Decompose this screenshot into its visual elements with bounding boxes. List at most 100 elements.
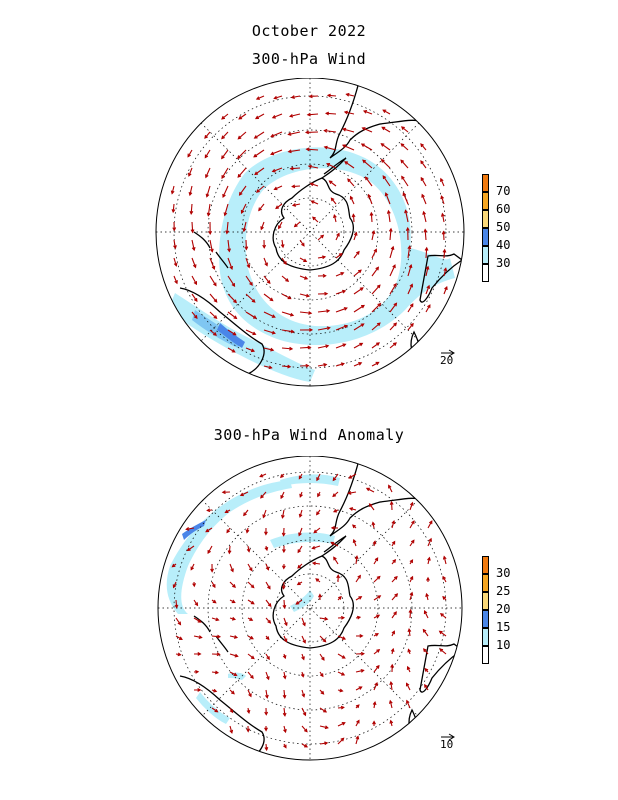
graticule [156, 78, 464, 386]
wind-vector-arrowhead [265, 566, 270, 571]
wind-vector-arrow [265, 581, 271, 589]
wind-vector-arrowhead [243, 512, 247, 517]
wind-vector-arrowhead [303, 728, 308, 733]
wind-vector-arrowhead [355, 735, 360, 740]
wind-vector-arrow [371, 361, 379, 367]
wind-vector-arrowhead [283, 729, 287, 734]
wind-vector-arrowhead [231, 616, 237, 621]
wind-vector-arrowhead [313, 529, 318, 534]
wind-vector-arrow [299, 346, 311, 349]
wind-vector-arrowhead [283, 261, 287, 266]
wind-vector-arrowhead [355, 704, 360, 709]
wind-vector-arrowhead [426, 576, 430, 581]
wind-vector-arrowhead [360, 323, 365, 327]
wind-vector-arrowhead [393, 322, 398, 327]
wind-vector-arrowhead [342, 289, 347, 294]
wind-vector-arrow [237, 131, 247, 140]
wind-vector-arrow [175, 617, 181, 625]
wind-vector-arrowhead [260, 494, 264, 499]
wind-vector-arrowhead [197, 688, 202, 692]
wind-vector-arrowhead [213, 332, 217, 336]
wind-vector-arrow [245, 329, 256, 335]
wind-vector-arrow [239, 185, 247, 196]
wind-vector-arrow [227, 329, 236, 336]
wind-vector-arrowhead [442, 248, 447, 253]
wind-vector-arrow [353, 232, 357, 241]
wind-vector-arrowhead [428, 520, 433, 525]
wind-vector-arrow [209, 311, 217, 319]
wind-vector-arrowhead [388, 484, 392, 489]
wind-vector-arrow [335, 290, 346, 295]
wind-vector-arrow [299, 311, 312, 314]
wind-vector-arrowhead [231, 349, 236, 353]
wind-vector-arrowhead [280, 474, 284, 479]
wind-vector-arrowhead [343, 324, 349, 329]
wind-vector-arrow [258, 203, 265, 211]
wind-vector-arrow [263, 275, 271, 284]
reference-vector-label: 20 [440, 354, 454, 367]
wind-vector-arrowhead [172, 584, 177, 589]
wind-vector-arrowhead [290, 95, 295, 99]
wind-vector-arrowhead [393, 342, 397, 346]
wind-vector-arrowhead [204, 154, 209, 159]
wind-map [155, 78, 465, 387]
wind-vector-arrowhead [409, 303, 414, 308]
wind-vectors [170, 92, 448, 370]
wind-vector-arrowhead [390, 663, 395, 668]
wind-vector-arrow [227, 347, 236, 353]
wind-vector-arrowhead [232, 331, 237, 336]
wind-vector-arrow [299, 275, 308, 280]
wind-vector-arrowhead [209, 248, 214, 253]
wind-vector-arrowhead [264, 531, 268, 536]
wind-vector-arrowhead [210, 568, 214, 573]
wind-vector-arrowhead [270, 133, 275, 138]
wind-vector-arrow [254, 131, 265, 139]
wind-vector-arrowhead [310, 200, 315, 204]
wind-vector-arrow [373, 595, 381, 601]
australia-coast [179, 675, 265, 760]
wind-vector-arrowhead [420, 143, 424, 148]
colorbar-label: 30 [496, 566, 511, 580]
wind-vector-arrow [353, 362, 362, 367]
wind-vector-arrowhead [372, 540, 377, 545]
wind-vector-arrowhead [250, 655, 255, 660]
wind-vector-arrowhead [259, 473, 264, 478]
wind-vector-arrowhead [375, 266, 380, 271]
wind-vector-arrow [361, 143, 373, 151]
wind-vector-arrowhead [380, 143, 385, 147]
wind-vector-arrow [347, 178, 355, 187]
wind-vector-arrow [317, 345, 329, 349]
wind-vector-arrowhead [323, 709, 328, 713]
wind-vector-arrowhead [343, 307, 348, 311]
wind-vector-arrow [409, 592, 413, 601]
wind-vector-arrowhead [204, 134, 208, 139]
wind-vector-arrowhead [424, 667, 429, 672]
wind-vector-arrowhead [376, 284, 381, 289]
wind-vector-arrowhead [244, 246, 249, 251]
wind-vector-arrow [281, 311, 294, 316]
wind-vector-arrowhead [443, 267, 448, 272]
wind-vector-arrow [381, 143, 391, 151]
wind-vector-arrowhead [230, 690, 235, 695]
wind-vector-arrowhead [393, 282, 397, 287]
wind-vector-arrowhead [348, 475, 353, 479]
wind-vector-arrow [205, 167, 211, 178]
wind-vector-arrowhead [316, 477, 320, 482]
anomaly-vectors [171, 473, 447, 752]
wind-vector-arrowhead [191, 246, 196, 252]
wind-vector-arrowhead [226, 529, 231, 534]
wind-vector-arrowhead [360, 668, 365, 673]
wind-vector-arrow [333, 557, 339, 565]
wind-vector-arrowhead [173, 245, 177, 250]
wind-vector-arrowhead [354, 555, 359, 560]
wind-vector-arrowhead [242, 228, 247, 233]
wind-vector-arrow [389, 228, 392, 241]
wind-vector-arrowhead [291, 203, 297, 207]
wind-vector-arrowhead [423, 610, 428, 615]
wind-vector-arrow [245, 311, 257, 319]
wind-vector-arrow [206, 185, 211, 197]
wind-vector-arrowhead [224, 509, 229, 514]
wind-vector-arrow [299, 293, 309, 297]
wind-vector-arrow [409, 502, 414, 511]
wind-vector-arrowhead [213, 282, 217, 287]
